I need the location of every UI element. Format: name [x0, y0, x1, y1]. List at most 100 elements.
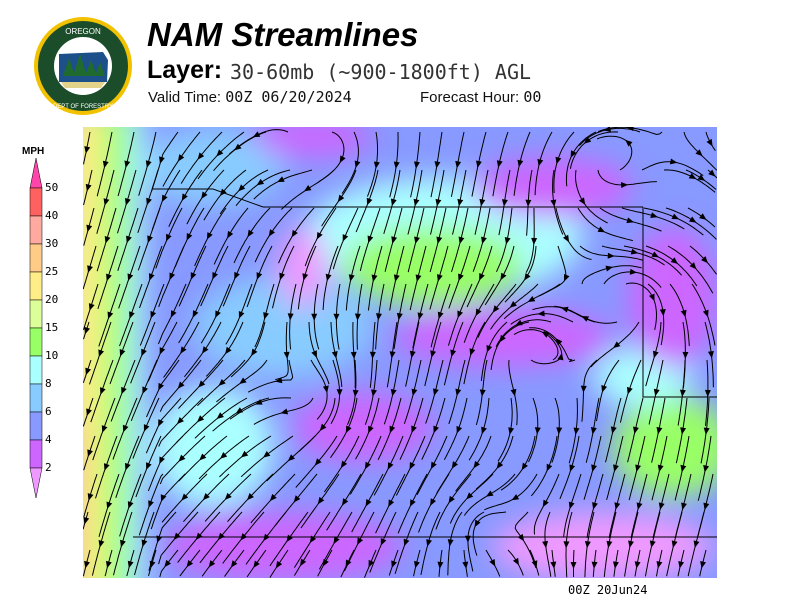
streamline-arrow [127, 560, 134, 569]
streamline-arrow [426, 539, 432, 547]
streamline-arrow [159, 347, 166, 355]
streamline-arrow [107, 311, 114, 320]
streamline-arrow [496, 160, 503, 168]
streamline-arrow [681, 502, 687, 510]
streamline-arrow [212, 271, 218, 280]
streamline-arrow [414, 236, 420, 244]
streamline-arrow [521, 462, 528, 471]
streamline-arrow [369, 351, 376, 359]
streamline-arrow [202, 493, 210, 501]
streamline-arrow [656, 426, 663, 435]
streamline-arrow [375, 313, 382, 321]
streamline-arrow [626, 127, 634, 132]
streamline-arrow [178, 454, 186, 462]
streamline-arrow [525, 199, 532, 207]
streamline-arrow [253, 560, 260, 568]
streamline-arrow [707, 351, 714, 359]
layer-value: 30-60mb (~900-1800ft) AGL [230, 60, 532, 84]
streamline-arrow [365, 499, 372, 507]
streamline-arrow [456, 425, 463, 434]
streamline-arrow [124, 197, 131, 206]
streamline-arrow [206, 232, 213, 240]
streamline-arrow [287, 313, 294, 321]
streamline-arrow [457, 310, 463, 319]
streamline-arrow [84, 560, 90, 569]
legend-tick: 15 [45, 321, 59, 334]
streamline-arrow [129, 311, 135, 319]
streamline-arrow [435, 198, 442, 207]
streamline-arrow [613, 464, 619, 472]
streamline-arrow [83, 516, 90, 525]
streamline-arrow [629, 268, 638, 275]
streamline-arrow [592, 502, 598, 510]
streamline-arrow [173, 532, 181, 540]
layer-label: Layer: [147, 56, 223, 84]
streamline-arrow [560, 306, 569, 313]
streamline-arrow [389, 425, 396, 434]
streamline-arrow [584, 540, 591, 549]
color-legend [29, 158, 43, 499]
streamline-arrow [146, 197, 152, 206]
streamline-arrow [84, 146, 91, 154]
streamline-arrow [501, 199, 508, 207]
streamline-arrow [291, 229, 298, 238]
streamline-arrow [626, 217, 634, 224]
streamline-arrow [481, 426, 487, 435]
valid-time-label: Valid Time: [148, 89, 222, 106]
streamline-arrow [605, 265, 613, 272]
streamline-arrow [413, 198, 420, 207]
streamline-arrow [234, 271, 240, 280]
streamline-arrow [704, 389, 711, 397]
streamline-arrow [695, 149, 703, 157]
streamline-arrow [164, 559, 172, 568]
streamline-arrow [98, 349, 105, 357]
streamline-arrow [688, 173, 697, 179]
streamline-arrow [451, 461, 459, 469]
streamline-arrow [127, 273, 134, 281]
streamline-arrow [708, 169, 716, 177]
streamline-arrow [196, 415, 205, 423]
streamline-arrow [124, 160, 131, 168]
streamline-arrow [268, 229, 276, 237]
streamline-arrow [430, 461, 437, 470]
streamline-arrow [534, 427, 541, 435]
streamline-arrow [515, 319, 523, 326]
streamline-arrow [635, 464, 642, 472]
streamline-arrow [230, 560, 238, 568]
streamline-arrow [181, 193, 188, 201]
streamline-arrow [636, 502, 643, 510]
streamline-arrow [581, 316, 590, 322]
streamline-arrow [143, 424, 150, 432]
streamline-arrow [499, 334, 506, 343]
streamline-arrow [496, 461, 504, 469]
streamline-arrow [626, 386, 633, 395]
streamline-arrow [148, 500, 154, 508]
streamline-arrow [680, 464, 687, 473]
legend-tick: 20 [45, 293, 59, 306]
streamline-arrow [235, 407, 244, 414]
legend-title: MPH [22, 146, 45, 157]
streamline-arrow [563, 234, 570, 243]
streamline-arrow [634, 561, 641, 569]
streamline-arrow [612, 561, 619, 569]
streamline-arrow [659, 309, 666, 317]
streamline-arrow [492, 305, 500, 313]
streamline-arrow [311, 350, 317, 358]
streamline-arrow [120, 539, 126, 548]
streamline-arrow [591, 464, 597, 472]
streamline-arrow [325, 273, 332, 282]
streamline-arrow [202, 346, 209, 354]
oregon-idaho-border [642, 207, 717, 398]
streamline-arrow [224, 492, 232, 500]
streamline-arrow [603, 127, 612, 132]
streamline-arrow [104, 235, 111, 244]
streamline-arrow [703, 427, 710, 435]
streamline-arrow [280, 408, 289, 415]
streamline-arrow [391, 236, 398, 244]
streamline-arrow [656, 561, 663, 569]
streamline-arrow [479, 389, 486, 397]
legend-tick: 40 [45, 209, 59, 222]
streamline-arrow [486, 344, 493, 353]
streamline-arrow [197, 152, 205, 160]
streamline-arrow [485, 490, 494, 497]
